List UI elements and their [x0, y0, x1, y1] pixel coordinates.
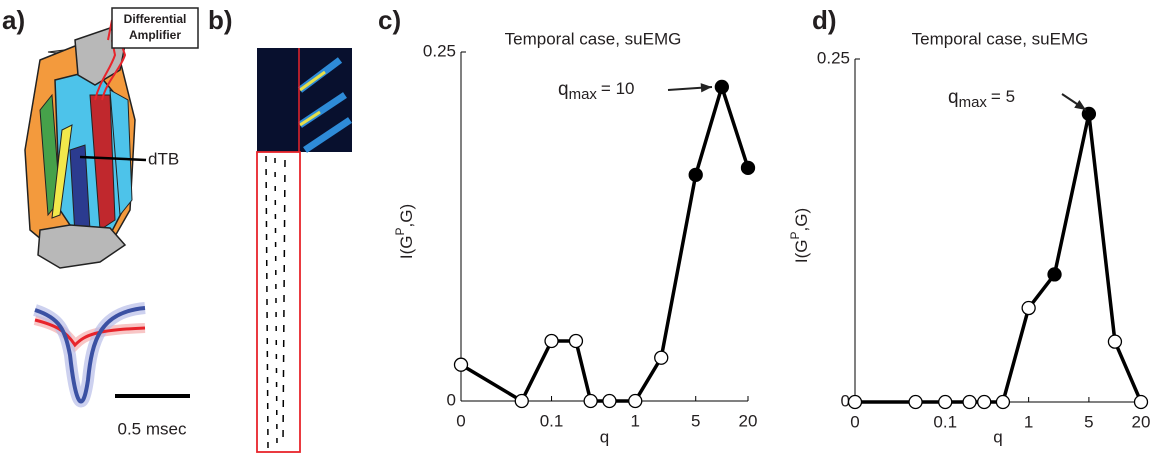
- x-tick-label: 20: [739, 411, 758, 430]
- panel-label: a): [2, 5, 25, 35]
- y-axis-label: I(GP,G): [788, 208, 811, 263]
- data-point: [628, 393, 643, 409]
- data-point: [714, 79, 729, 95]
- annotation-part: = 5: [991, 87, 1015, 106]
- chart-title: Temporal case, suEMG: [505, 29, 682, 48]
- x-tick-label: 0.1: [540, 411, 564, 430]
- y-tick-label: 0.25: [817, 48, 850, 67]
- data-point: [568, 333, 584, 349]
- data-point: [1133, 394, 1149, 410]
- y-axis-label: I(GP,G): [393, 204, 416, 259]
- y-label-part: I(G: [397, 236, 416, 260]
- data-point: [1107, 334, 1123, 349]
- series-line: [855, 112, 1143, 404]
- data-point: [1047, 267, 1062, 282]
- amplifier-label: Differential: [124, 12, 187, 26]
- x-tick-label: 1: [631, 411, 640, 430]
- panel-label: c): [378, 5, 401, 35]
- x-tick-label: 0: [456, 411, 465, 430]
- data-point: [938, 394, 953, 410]
- amplifier-label: Amplifier: [129, 28, 181, 42]
- annotation-sub: max: [569, 86, 598, 103]
- annotation: qmax = 10: [558, 79, 634, 103]
- data-point: [977, 394, 992, 410]
- y-tick-label: 0: [841, 391, 850, 410]
- x-tick-label: 5: [1084, 412, 1093, 431]
- raster-illustration: [256, 48, 352, 453]
- y-label-sup: P: [788, 231, 802, 239]
- muscle-illustration: [24, 7, 199, 269]
- chart-title: Temporal case, suEMG: [912, 29, 1089, 48]
- panel-label: b): [208, 5, 233, 35]
- y-tick-label: 0.25: [423, 41, 456, 60]
- x-tick-label: 5: [691, 411, 700, 430]
- data-point: [583, 393, 598, 409]
- arrow-head: [700, 83, 712, 93]
- y-label-part: I(G: [792, 240, 811, 264]
- scale-label: 0.5 msec: [118, 419, 187, 438]
- y-label-part: ,G): [792, 208, 811, 232]
- data-point: [740, 160, 756, 176]
- annotation-part: q: [948, 87, 959, 108]
- y-tick-label: 0: [447, 390, 456, 409]
- y-label-sup: P: [393, 227, 407, 235]
- data-point: [995, 394, 1011, 410]
- data-point: [602, 393, 617, 409]
- x-tick-label: 0.1: [933, 412, 957, 431]
- muscle-label: dTB: [148, 149, 179, 168]
- x-axis-label: q: [600, 427, 609, 446]
- waveforms: [32, 302, 190, 408]
- data-point: [514, 393, 529, 409]
- annotation-sub: max: [959, 94, 988, 111]
- x-tick-label: 0: [850, 412, 859, 431]
- data-point: [1021, 300, 1036, 316]
- data-point: [688, 167, 703, 182]
- annotation: qmax = 5: [948, 87, 1015, 111]
- y-label-part: ,G): [397, 204, 416, 228]
- x-tick-label: 1: [1024, 412, 1033, 431]
- series-line: [460, 85, 750, 403]
- data-point: [654, 350, 669, 365]
- data-point: [453, 357, 469, 372]
- data-point: [908, 394, 923, 410]
- data-point: [544, 333, 559, 349]
- annotation-part: = 10: [601, 79, 635, 98]
- data-point: [962, 394, 977, 410]
- arrow-head: [1074, 99, 1086, 110]
- x-axis-label: q: [993, 427, 1002, 446]
- x-tick-label: 20: [1132, 412, 1151, 431]
- data-point: [847, 394, 863, 410]
- annotation-part: q: [558, 79, 569, 100]
- data-point: [1081, 106, 1097, 122]
- panel-label: d): [812, 5, 837, 35]
